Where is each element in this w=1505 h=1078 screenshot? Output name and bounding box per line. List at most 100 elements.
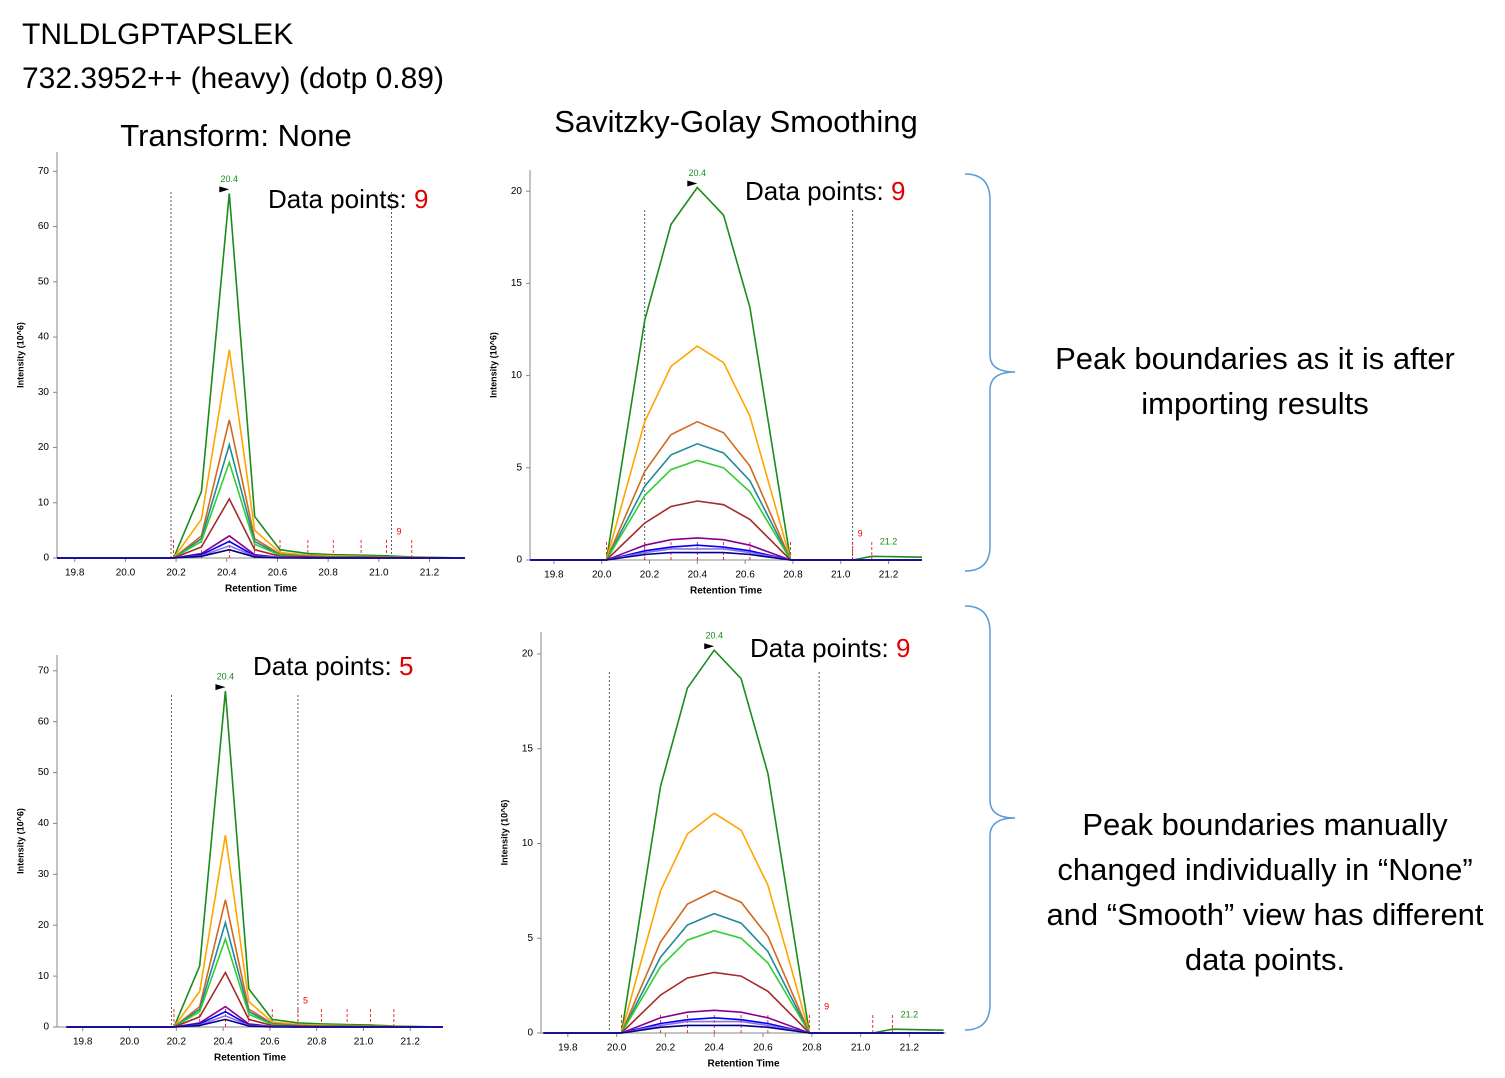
y-tick-label: 70: [38, 166, 50, 177]
x-tick-label: 20.0: [607, 1043, 627, 1054]
x-tick-label: 20.6: [268, 568, 288, 579]
series-line: [57, 497, 465, 559]
series-line: [530, 345, 922, 561]
y-tick-label: 0: [516, 555, 522, 566]
y-tick-label: 5: [527, 933, 533, 944]
y-tick-label: 10: [522, 838, 534, 849]
series-line: [543, 890, 944, 1034]
chart-title: Savitzky-Golay Smoothing: [554, 104, 918, 139]
boundary-label: 9: [824, 1001, 829, 1011]
x-tick-label: 20.0: [120, 1037, 140, 1048]
series-line: [57, 441, 465, 559]
y-tick-label: 20: [38, 442, 50, 453]
x-tick-label: 20.2: [656, 1043, 676, 1054]
x-tick-label: 19.8: [73, 1037, 93, 1048]
series-line: [530, 500, 922, 561]
peak-label: 20.4: [221, 174, 239, 184]
x-axis-title: Retention Time: [225, 584, 297, 595]
peak-arrow: [687, 180, 698, 187]
y-tick-label: 50: [38, 276, 50, 287]
peak-label: 20.4: [705, 631, 723, 641]
x-axis-title: Retention Time: [214, 1053, 286, 1064]
precursor: 732.3952++ (heavy) (dotp 0.89): [22, 62, 444, 95]
series-line: [530, 186, 923, 561]
y-tick-label: 40: [38, 332, 50, 343]
data-points-label: Data points:: [745, 176, 884, 206]
note: Peak boundaries as it is after importing…: [1055, 341, 1455, 421]
x-tick-label: 20.6: [753, 1043, 773, 1054]
x-axis-title: Retention Time: [690, 586, 762, 597]
boundary-label: 9: [397, 526, 402, 536]
data-points-count: 9: [896, 633, 910, 663]
y-axis-title: Intensity (10^6): [499, 800, 509, 866]
data-points-count: 5: [399, 651, 413, 681]
x-tick-label: 20.8: [318, 568, 338, 579]
y-tick-label: 0: [43, 553, 49, 564]
peak-label: 21.2: [880, 537, 898, 547]
y-tick-label: 20: [511, 186, 523, 197]
y-tick-label: 5: [516, 462, 522, 473]
series-line: [66, 899, 444, 1028]
data-points-label: Data points:: [253, 651, 392, 681]
series-line: [530, 459, 922, 561]
peak-arrow: [215, 684, 226, 691]
data-points-label: Data points:: [750, 633, 889, 663]
y-tick-label: 40: [38, 818, 50, 829]
x-tick-label: 20.4: [688, 570, 708, 581]
x-tick-label: 20.8: [783, 570, 803, 581]
x-tick-label: 20.6: [735, 570, 755, 581]
series-line: [66, 970, 443, 1028]
x-tick-label: 20.2: [167, 1037, 187, 1048]
x-tick-label: 21.2: [420, 568, 440, 579]
y-tick-label: 15: [511, 278, 523, 289]
series-line: [66, 691, 444, 1028]
data-points-count: 9: [891, 176, 905, 206]
peptide: TNLDLGPTAPSLEK: [22, 18, 293, 51]
y-tick-label: 10: [38, 971, 50, 982]
x-tick-label: 20.0: [116, 568, 136, 579]
series-line: [57, 349, 466, 559]
x-tick-label: 19.8: [65, 568, 85, 579]
x-tick-label: 21.0: [831, 570, 851, 581]
y-tick-label: 0: [43, 1022, 49, 1033]
series-line: [530, 551, 922, 561]
note: Peak boundaries manually changed individ…: [1046, 807, 1484, 977]
y-tick-label: 15: [522, 743, 534, 754]
data-points-label: Data points:: [268, 184, 407, 214]
x-tick-label: 21.0: [369, 568, 389, 579]
chart-title: Transform: None: [120, 118, 351, 153]
peak-arrow: [219, 186, 230, 193]
x-tick-label: 20.4: [213, 1037, 233, 1048]
x-tick-label: 20.8: [802, 1043, 822, 1054]
y-tick-label: 60: [38, 221, 50, 232]
series-line: [66, 1018, 443, 1028]
y-tick-label: 70: [38, 665, 50, 676]
data-points-count: 9: [414, 184, 428, 214]
x-tick-label: 20.8: [307, 1037, 327, 1048]
peak-label: 20.4: [217, 672, 235, 682]
data-points: Data points: 9: [750, 633, 910, 663]
data-points: Data points: 5: [253, 651, 413, 681]
series-line: [66, 919, 443, 1028]
series-line: [57, 193, 466, 559]
x-tick-label: 21.0: [354, 1037, 374, 1048]
y-tick-label: 10: [511, 370, 523, 381]
x-tick-label: 21.2: [900, 1043, 920, 1054]
peak-label: 20.4: [689, 168, 707, 178]
x-tick-label: 20.0: [592, 570, 612, 581]
x-tick-label: 21.0: [851, 1043, 871, 1054]
x-tick-label: 19.8: [544, 570, 564, 581]
y-tick-label: 60: [38, 716, 50, 727]
x-tick-label: 21.2: [879, 570, 899, 581]
x-axis-title: Retention Time: [707, 1059, 779, 1070]
boundary-label: 5: [303, 995, 308, 1005]
y-axis-title: Intensity (10^6): [15, 808, 25, 874]
series-line: [57, 419, 466, 559]
y-tick-label: 20: [522, 649, 534, 660]
series-line: [66, 834, 444, 1028]
series-line: [530, 420, 922, 561]
series-line: [543, 648, 944, 1034]
peak-arrow: [704, 643, 715, 650]
